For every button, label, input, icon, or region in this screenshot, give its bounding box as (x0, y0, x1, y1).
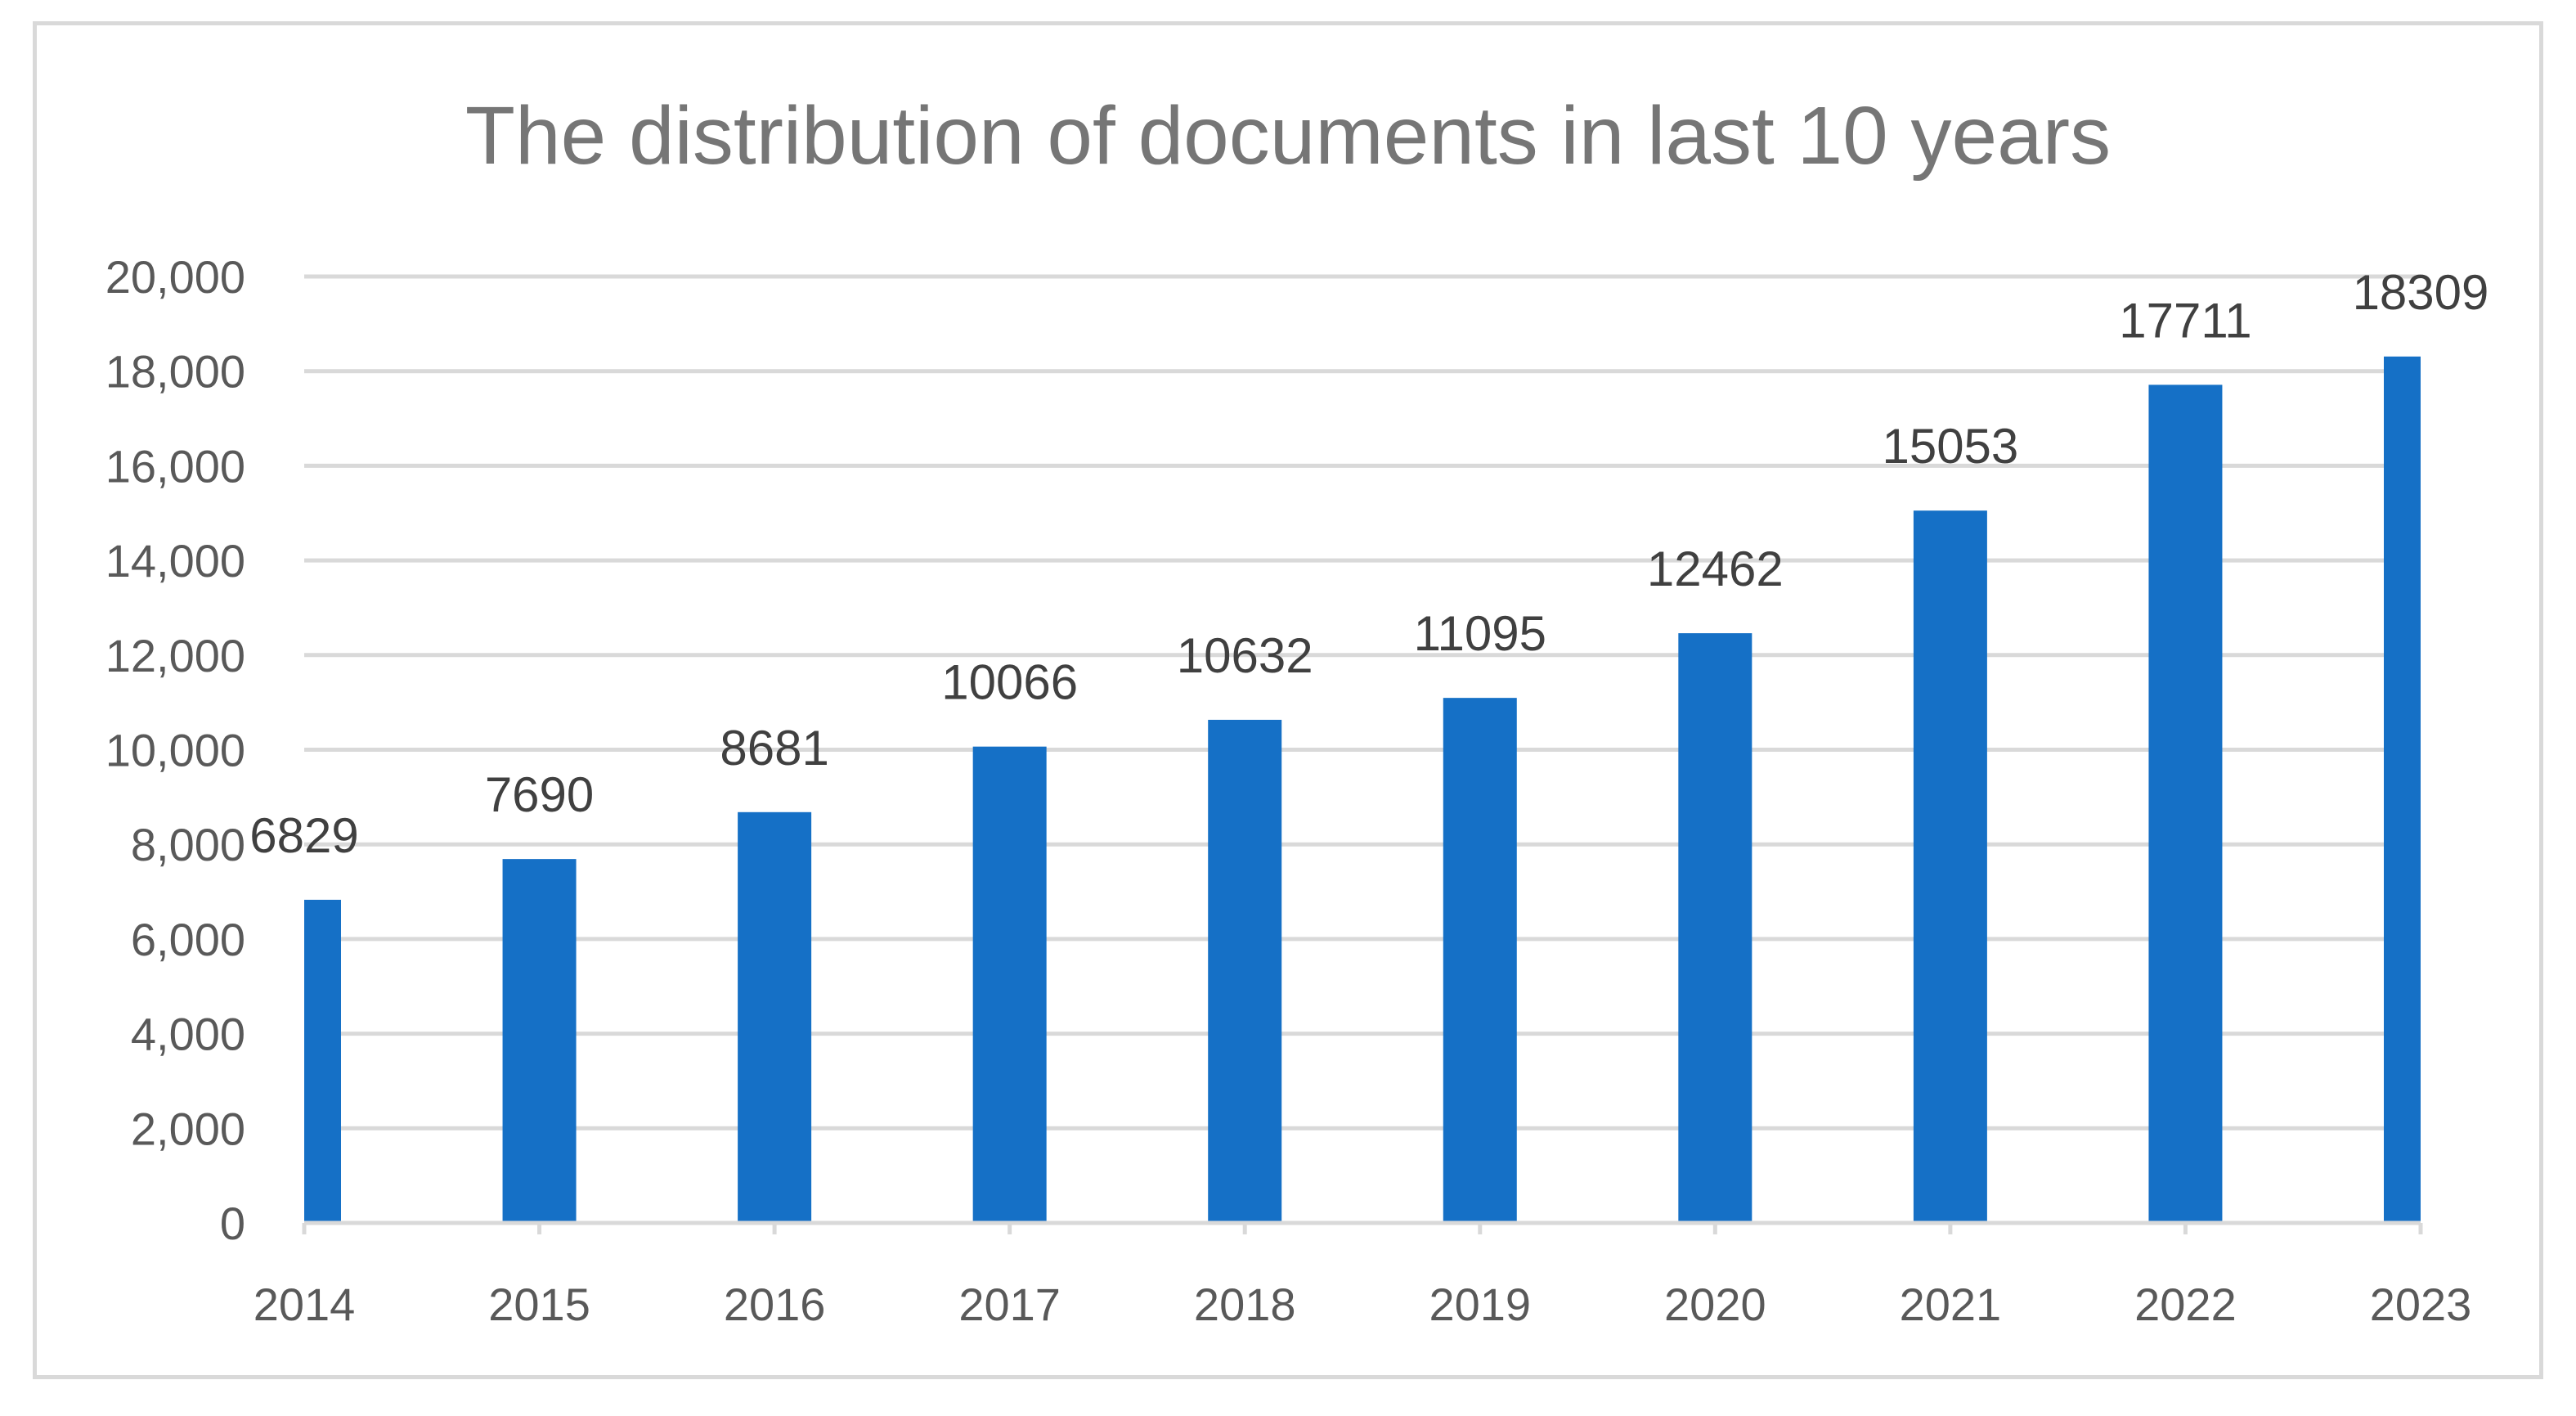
bar-2021 (1913, 510, 1987, 1223)
x-tick-label: 2018 (1194, 1279, 1296, 1330)
x-axis-tick-labels: 2014 2015 2016 2017 2018 2019 2020 2021 2022 2023 (254, 1279, 2472, 1330)
x-tick-label: 2015 (488, 1279, 590, 1330)
y-tick-label: 4,000 (131, 1009, 245, 1060)
data-label-2020: 12462 (1647, 542, 1784, 596)
x-tick-label: 2016 (724, 1279, 826, 1330)
data-labels: 6829 7690 8681 10066 10632 11095 12462 15053 177… (249, 265, 2488, 863)
bar-2019 (1443, 698, 1517, 1223)
x-tick-label: 2021 (1900, 1279, 2002, 1330)
x-tick-label: 2019 (1429, 1279, 1531, 1330)
data-label-2019: 11095 (1414, 606, 1546, 661)
y-tick-label: 0 (220, 1198, 245, 1249)
bar-2015 (502, 859, 577, 1223)
y-axis-tick-labels: 0 2,000 4,000 6,000 8,000 10,000 12,000 14,000 1… (105, 251, 245, 1249)
data-label-2015: 7690 (485, 767, 594, 822)
x-axis (302, 1220, 2423, 1234)
chart-title: The distribution of documents in last 10… (465, 90, 2111, 182)
bar-2018 (1208, 719, 1282, 1223)
bar-2016 (738, 811, 812, 1223)
bar-2023 (2384, 356, 2421, 1223)
y-tick-label: 12,000 (105, 630, 245, 681)
bar-2017 (972, 746, 1047, 1223)
x-tick-label: 2020 (1664, 1279, 1766, 1330)
y-tick-label: 20,000 (105, 251, 245, 303)
data-label-2018: 10632 (1177, 628, 1313, 683)
data-label-2017: 10066 (941, 655, 1078, 710)
x-tick-label: 2017 (958, 1279, 1061, 1330)
data-label-2022: 17711 (2119, 293, 2251, 348)
data-label-2016: 8681 (720, 721, 828, 775)
data-label-2023: 18309 (2353, 265, 2489, 320)
bar-2020 (1678, 633, 1752, 1223)
y-tick-label: 16,000 (105, 440, 245, 492)
y-tick-label: 18,000 (105, 346, 245, 398)
y-tick-label: 2,000 (131, 1103, 245, 1154)
x-tick-label: 2014 (254, 1279, 356, 1330)
y-tick-label: 8,000 (131, 819, 245, 870)
x-tick-label: 2022 (2134, 1279, 2237, 1330)
gridlines (304, 274, 2421, 1131)
y-tick-label: 10,000 (105, 725, 245, 776)
y-tick-label: 6,000 (131, 914, 245, 965)
y-tick-label: 14,000 (105, 535, 245, 587)
x-tick-label: 2023 (2370, 1279, 2472, 1330)
bar-2014 (304, 899, 341, 1223)
data-label-2021: 15053 (1882, 419, 2018, 474)
chart-frame (33, 21, 2543, 1379)
data-label-2014: 6829 (249, 808, 358, 863)
bars (304, 356, 2421, 1223)
bar-2022 (2148, 384, 2223, 1223)
